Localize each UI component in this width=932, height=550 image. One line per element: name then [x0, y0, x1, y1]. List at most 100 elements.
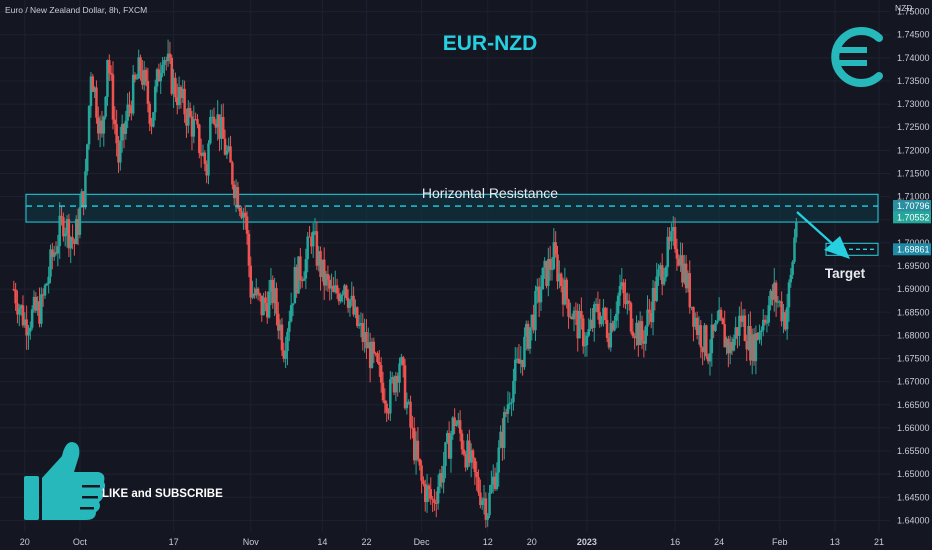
candle-body	[473, 458, 477, 472]
candle-body	[288, 321, 291, 332]
candle-body	[662, 277, 666, 285]
candle-body	[115, 124, 118, 144]
candle-body	[703, 325, 706, 353]
price-tick-label: 1.73500	[897, 76, 930, 86]
candle-body	[427, 485, 431, 490]
candle-body	[708, 353, 712, 362]
candle-body	[659, 265, 662, 270]
candle-body	[231, 162, 234, 185]
candle-body	[767, 305, 771, 323]
candle-body	[144, 69, 148, 82]
candle-body	[629, 303, 633, 332]
candle-body	[774, 282, 778, 303]
candle-body	[177, 87, 181, 106]
candle-body	[670, 231, 673, 242]
candle-body	[607, 337, 611, 348]
candle-body	[29, 327, 32, 332]
price-tick-label: 1.73000	[897, 99, 930, 109]
candle-body	[196, 119, 199, 125]
candle-body	[784, 312, 787, 330]
candle-body	[163, 60, 166, 65]
time-tick-label: 22	[361, 537, 371, 547]
candle-body	[671, 227, 675, 232]
candle-body	[541, 267, 545, 290]
candle-body	[332, 285, 335, 292]
candle-body	[130, 106, 133, 114]
candle-body	[576, 310, 579, 339]
price-axis[interactable]: 1.64000 1.64500 1.65000 1.65500 1.66000 1.665…	[893, 7, 931, 526]
candle-body	[558, 273, 561, 282]
price-tick-label: 1.64500	[897, 492, 930, 502]
candle-body	[559, 273, 563, 287]
candle-body	[587, 329, 590, 336]
candle-body	[348, 300, 352, 308]
candle-body	[615, 313, 618, 321]
candle-body	[679, 255, 682, 266]
candle-body	[455, 424, 458, 426]
candle-body	[359, 323, 363, 325]
candle-body	[104, 96, 107, 117]
candle-body	[387, 412, 390, 414]
time-axis[interactable]: 20 Oct 17 Nov 14 22 Dec 12 20 2023 16 24 Feb 13 21	[20, 537, 884, 547]
time-tick-label: 13	[830, 537, 840, 547]
candle-body	[695, 317, 699, 335]
candle-body	[128, 104, 131, 107]
time-tick-label: Feb	[772, 537, 788, 547]
candle-body	[218, 114, 221, 139]
candle-body	[526, 323, 530, 349]
candle-body	[65, 219, 69, 234]
candle-body	[113, 119, 117, 125]
candle-body	[133, 74, 137, 80]
candle-body	[131, 74, 135, 114]
candle-body	[166, 53, 170, 62]
time-tick-label: Oct	[73, 537, 88, 547]
candle-body	[633, 336, 636, 339]
candle-body	[87, 106, 91, 145]
candle-body	[536, 286, 539, 292]
price-tick-label: 1.71500	[897, 168, 930, 178]
candle-body	[598, 312, 602, 325]
candle-body	[409, 401, 412, 428]
candle-body	[543, 260, 546, 268]
candle-body	[330, 285, 333, 289]
candle-body	[150, 123, 153, 127]
candle-body	[705, 325, 708, 357]
candle-body	[416, 440, 420, 459]
candle-body	[141, 70, 144, 85]
candle-body	[376, 353, 379, 362]
candle-body	[19, 305, 23, 309]
candle-body	[721, 318, 725, 325]
candle-body	[304, 259, 308, 279]
candle-body	[725, 338, 728, 348]
time-tick-label: 12	[483, 537, 493, 547]
candle-body	[14, 289, 17, 304]
candle-body	[139, 57, 142, 71]
candle-body	[547, 258, 550, 286]
candle-body	[73, 240, 76, 244]
candle-body	[319, 251, 322, 277]
candle-body	[567, 299, 570, 317]
candle-body	[649, 312, 653, 323]
candle-body	[736, 327, 739, 336]
candle-body	[493, 476, 497, 490]
candle-body	[300, 280, 304, 282]
candle-body	[668, 236, 671, 242]
candle-body	[278, 324, 282, 331]
candle-body	[631, 331, 635, 337]
candle-body	[515, 358, 519, 360]
price-tick-label: 1.69000	[897, 284, 930, 294]
time-tick-label: Dec	[414, 537, 431, 547]
candle-body	[697, 325, 701, 335]
candle-body	[482, 498, 486, 501]
candle-body	[82, 191, 85, 208]
candle-body	[433, 499, 436, 503]
candle-body	[379, 365, 383, 383]
chart-title: EUR-NZD	[443, 32, 538, 55]
candle-body	[119, 140, 122, 163]
candle-body	[16, 303, 19, 315]
candle-body	[778, 301, 782, 303]
candle-body	[537, 286, 541, 303]
candle-body	[611, 323, 614, 331]
candle-body	[664, 267, 668, 278]
